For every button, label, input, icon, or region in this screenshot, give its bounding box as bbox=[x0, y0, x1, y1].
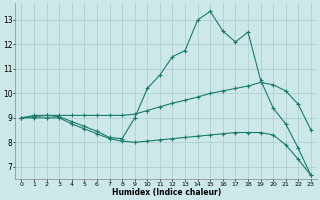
X-axis label: Humidex (Indice chaleur): Humidex (Indice chaleur) bbox=[112, 188, 221, 197]
